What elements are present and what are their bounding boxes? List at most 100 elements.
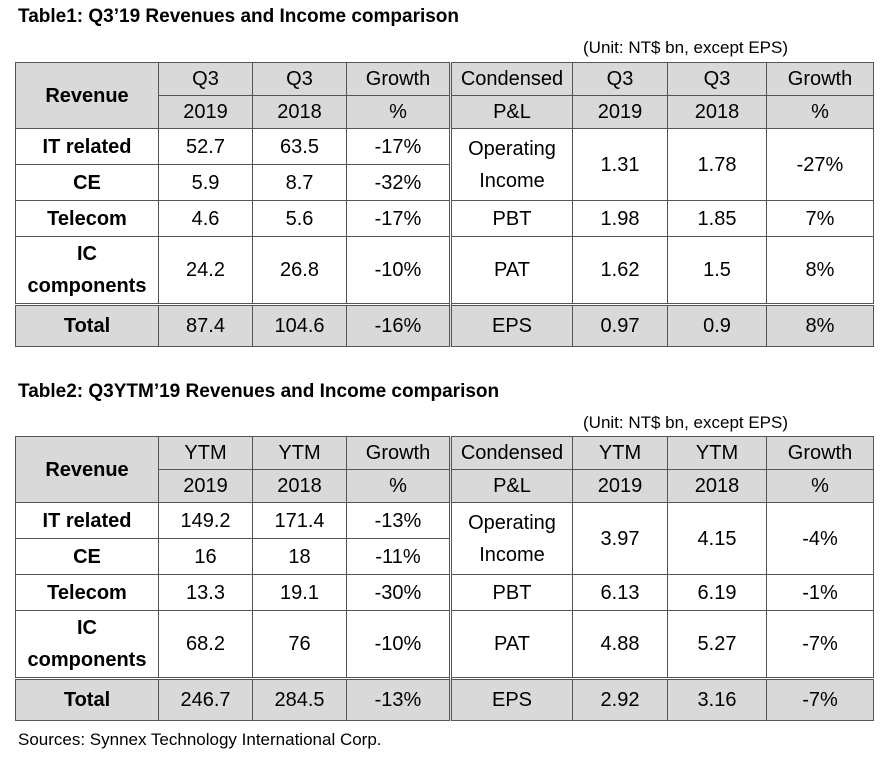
row-label: IT related — [15, 128, 159, 165]
table-cell: -30% — [346, 574, 451, 611]
table-cell: 24.2 — [158, 236, 253, 305]
table-cell: -11% — [346, 538, 451, 575]
table-cell: 4.15 — [667, 502, 767, 575]
col-header: YTM — [158, 436, 253, 470]
table-cell: 284.5 — [252, 677, 347, 721]
table-cell: -7% — [766, 610, 874, 679]
table-cell: -17% — [346, 200, 451, 237]
table-cell: 19.1 — [252, 574, 347, 611]
table-cell: 104.6 — [252, 303, 347, 347]
source-note: Sources: Synnex Technology International… — [18, 730, 382, 749]
col-subheader: % — [766, 469, 874, 503]
row-label: IC components — [15, 236, 159, 305]
table-cell: -10% — [346, 610, 451, 679]
table-cell: -32% — [346, 164, 451, 201]
total-label: Total — [15, 677, 159, 721]
col-header: Q3 — [667, 62, 767, 96]
table-cell: 76 — [252, 610, 347, 679]
table-cell: 63.5 — [252, 128, 347, 165]
col-subheader: 2019 — [158, 95, 253, 129]
revenue-header: Revenue — [15, 62, 159, 129]
table-cell: 149.2 — [158, 502, 253, 539]
table-cell: 1.31 — [572, 128, 668, 201]
col-header: Q3 — [252, 62, 347, 96]
table-cell: 3.97 — [572, 502, 668, 575]
table1: Revenue Q3 Q3 Growth Condensed Q3 Q3 Gro… — [15, 62, 874, 347]
table-cell: -1% — [766, 574, 874, 611]
table-cell: 6.19 — [667, 574, 767, 611]
col-header: YTM — [252, 436, 347, 470]
table-cell: 2.92 — [572, 677, 668, 721]
pl-label-line: Income — [479, 169, 545, 192]
table-cell: 5.6 — [252, 200, 347, 237]
total-label: Total — [15, 303, 159, 347]
table-cell: 8.7 — [252, 164, 347, 201]
col-subheader: % — [346, 469, 451, 503]
col-header: Growth — [766, 436, 874, 470]
table-cell: 171.4 — [252, 502, 347, 539]
row-label: IC components — [15, 610, 159, 679]
pl-label-line: Operating — [468, 511, 556, 534]
table2-unit-note: (Unit: NT$ bn, except EPS) — [583, 413, 789, 432]
table-cell: 1.98 — [572, 200, 668, 237]
table-cell: 4.6 — [158, 200, 253, 237]
table-cell: 13.3 — [158, 574, 253, 611]
pl-row-label: PAT — [449, 236, 573, 305]
table-cell: 8% — [766, 236, 874, 305]
col-subheader: P&L — [449, 469, 573, 503]
col-header: Q3 — [572, 62, 668, 96]
col-header: YTM — [667, 436, 767, 470]
pl-row-label: Operating Income — [449, 502, 573, 575]
table-cell: 0.97 — [572, 303, 668, 347]
table-cell: 7% — [766, 200, 874, 237]
table1-unit-note: (Unit: NT$ bn, except EPS) — [583, 38, 789, 57]
row-label-line: components — [27, 649, 147, 671]
pl-label-line: Income — [479, 543, 545, 566]
row-label-line: IC — [77, 617, 97, 639]
col-subheader: 2018 — [252, 95, 347, 129]
col-subheader: % — [766, 95, 874, 129]
col-subheader: % — [346, 95, 451, 129]
pl-row-label: PAT — [449, 610, 573, 679]
col-header: Growth — [766, 62, 874, 96]
pl-row-label: PBT — [449, 574, 573, 611]
table-cell: -27% — [766, 128, 874, 201]
col-header: Q3 — [158, 62, 253, 96]
revenue-header: Revenue — [15, 436, 159, 503]
row-label: Telecom — [15, 200, 159, 237]
table-cell: 16 — [158, 538, 253, 575]
table-cell: 6.13 — [572, 574, 668, 611]
table-cell: 5.27 — [667, 610, 767, 679]
row-label: Telecom — [15, 574, 159, 611]
pl-row-label: Operating Income — [449, 128, 573, 201]
pl-row-label: EPS — [449, 303, 573, 347]
row-label-line: components — [27, 275, 147, 297]
table-cell: 3.16 — [667, 677, 767, 721]
table-cell: 4.88 — [572, 610, 668, 679]
col-subheader: 2018 — [667, 95, 767, 129]
table-cell: 5.9 — [158, 164, 253, 201]
table-cell: 1.85 — [667, 200, 767, 237]
col-subheader: P&L — [449, 95, 573, 129]
table-cell: -10% — [346, 236, 451, 305]
table2-title: Table2: Q3YTM’19 Revenues and Income com… — [18, 381, 500, 402]
col-header: YTM — [572, 436, 668, 470]
table-cell: 26.8 — [252, 236, 347, 305]
table-cell: 1.62 — [572, 236, 668, 305]
row-label: IT related — [15, 502, 159, 539]
col-subheader: 2019 — [158, 469, 253, 503]
table-cell: -16% — [346, 303, 451, 347]
col-subheader: 2019 — [572, 469, 668, 503]
table-cell: 0.9 — [667, 303, 767, 347]
table1-title: Table1: Q3’19 Revenues and Income compar… — [18, 6, 460, 27]
pl-row-label: PBT — [449, 200, 573, 237]
col-subheader: 2018 — [667, 469, 767, 503]
table-cell: -4% — [766, 502, 874, 575]
col-subheader: 2019 — [572, 95, 668, 129]
pl-row-label: EPS — [449, 677, 573, 721]
table-cell: -13% — [346, 677, 451, 721]
col-header: Growth — [346, 436, 451, 470]
table-cell: 18 — [252, 538, 347, 575]
col-header: Growth — [346, 62, 451, 96]
table-cell: 52.7 — [158, 128, 253, 165]
